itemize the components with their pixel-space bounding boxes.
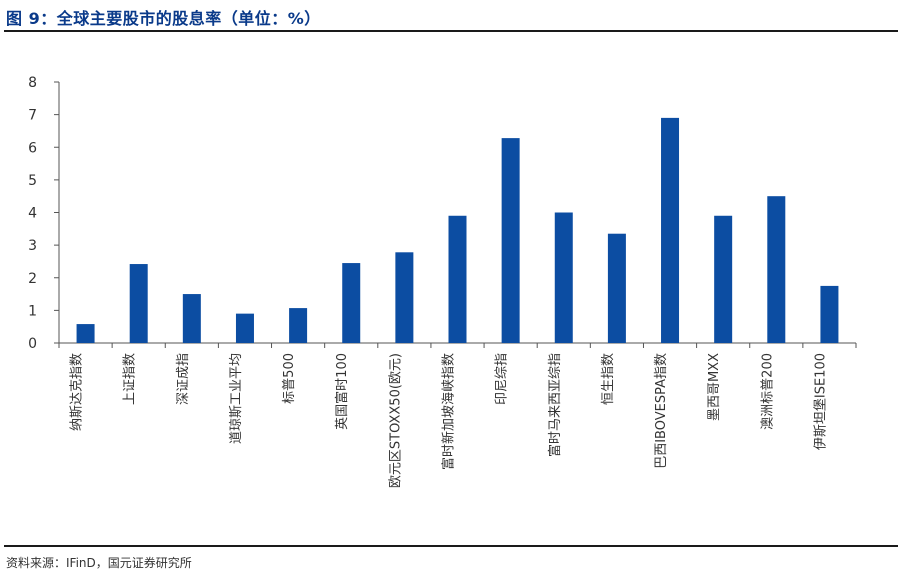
bar-10 bbox=[554, 212, 573, 343]
y-tick-label: 7 bbox=[28, 108, 37, 124]
source-note: 资料来源：IFinD，国元证券研究所 bbox=[6, 556, 192, 570]
figure-title: 图 9：全球主要股市的股息率（单位：%） bbox=[6, 9, 321, 28]
footer-divider bbox=[4, 545, 898, 547]
bar-12 bbox=[661, 117, 680, 343]
x-category-label: 标普500 bbox=[282, 353, 297, 404]
bar-9 bbox=[501, 138, 520, 343]
y-tick-label: 6 bbox=[28, 140, 37, 156]
bar-1 bbox=[76, 324, 95, 343]
y-tick-label: 8 bbox=[28, 75, 37, 91]
x-category-label: 深证成指 bbox=[176, 353, 191, 405]
x-category-label: 纳斯达克指数 bbox=[70, 353, 85, 431]
bar-8 bbox=[448, 215, 467, 343]
x-category-label: 印尼综指 bbox=[495, 353, 510, 405]
bar-14 bbox=[767, 196, 786, 343]
x-category-label: 上证指数 bbox=[123, 353, 138, 405]
bar-6 bbox=[342, 263, 361, 343]
bar-13 bbox=[714, 215, 733, 343]
bar-4 bbox=[235, 313, 254, 343]
x-category-label: 富时新加坡海峡指数 bbox=[441, 353, 457, 470]
bar-7 bbox=[395, 252, 414, 343]
x-category-label: 道琼斯工业平均 bbox=[229, 353, 244, 444]
bar-11 bbox=[607, 233, 626, 343]
y-tick-label: 0 bbox=[28, 336, 37, 352]
y-tick-label: 1 bbox=[28, 303, 37, 319]
x-category-label: 欧元区STOXX50(欧元) bbox=[388, 353, 403, 488]
y-tick-label: 4 bbox=[28, 206, 37, 222]
y-tick-label: 2 bbox=[28, 271, 37, 287]
y-tick-label: 5 bbox=[28, 173, 37, 189]
x-category-label: 英国富时100 bbox=[334, 353, 350, 430]
x-category-label: 墨西哥MXX bbox=[707, 353, 722, 421]
x-category-label: 富时马来西亚综指 bbox=[547, 353, 563, 457]
bar-5 bbox=[289, 308, 308, 343]
x-category-label: 澳洲标普200 bbox=[759, 353, 775, 430]
title-divider bbox=[4, 30, 898, 32]
bar-2 bbox=[129, 264, 148, 343]
x-category-label: 恒生指数 bbox=[601, 353, 616, 405]
x-category-label: 巴西IBOVESPA指数 bbox=[654, 353, 669, 469]
x-category-label: 伊斯坦堡ISE100 bbox=[812, 353, 828, 450]
dividend-yield-bar-chart: 0 1 2 3 4 5 6 7 8 纳斯达克指数 上证指数 深证成指 道琼斯工业平均 标普500 英国富时1… bbox=[28, 75, 857, 488]
bar-15 bbox=[820, 285, 839, 343]
y-tick-label: 3 bbox=[28, 238, 37, 254]
bar-3 bbox=[182, 294, 201, 343]
